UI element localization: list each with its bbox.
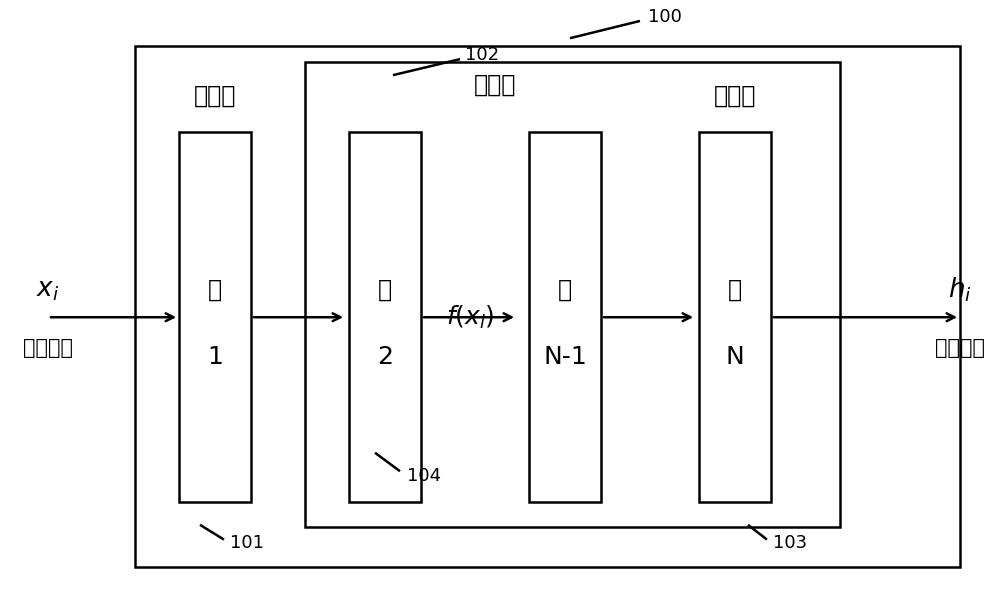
Text: 层: 层	[728, 278, 742, 301]
Text: 输出层: 输出层	[714, 84, 756, 107]
Text: 104: 104	[407, 466, 441, 485]
Text: 1: 1	[207, 346, 223, 369]
Text: 输入信号: 输入信号	[23, 338, 73, 358]
Text: 100: 100	[648, 8, 682, 26]
Text: 输入层: 输入层	[194, 84, 236, 107]
Text: 层: 层	[558, 278, 572, 301]
Bar	[135, 46, 960, 567]
Text: 层: 层	[378, 278, 392, 301]
Text: N: N	[726, 346, 744, 369]
Text: 2: 2	[377, 346, 393, 369]
Bar	[305, 62, 840, 527]
Text: $f(x_i)$: $f(x_i)$	[446, 304, 494, 331]
Text: 101: 101	[230, 534, 264, 553]
Bar	[349, 132, 421, 502]
Text: N-1: N-1	[543, 346, 587, 369]
Text: 隐藏层: 隐藏层	[474, 73, 516, 97]
Text: $h_i$: $h_i$	[948, 275, 972, 304]
Bar	[529, 132, 601, 502]
Bar	[699, 132, 771, 502]
Text: 输出信号: 输出信号	[935, 338, 985, 358]
Text: 102: 102	[465, 46, 499, 65]
Text: 层: 层	[208, 278, 222, 301]
Text: 103: 103	[773, 534, 807, 553]
Bar	[179, 132, 251, 502]
Text: $x_i$: $x_i$	[36, 277, 60, 302]
